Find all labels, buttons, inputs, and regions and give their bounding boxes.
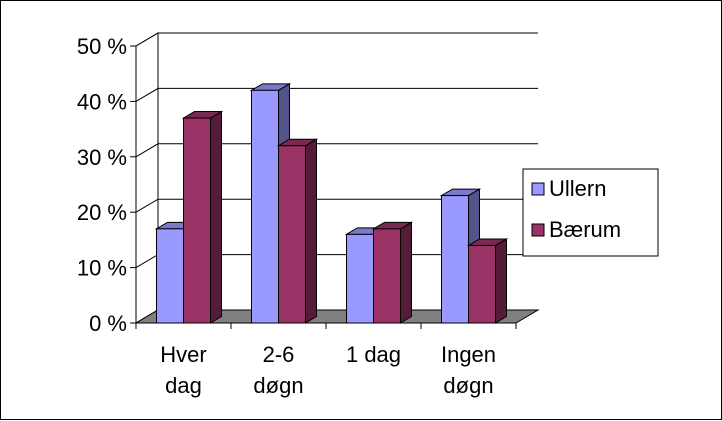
bar-front [251,89,279,324]
y-tick-label: 0 % [89,311,127,336]
y-tick-label: 50 % [77,34,127,59]
x-tick-label: 2-6 døgn [253,342,303,398]
bar-front [156,228,184,324]
x-tick-label: Ingen døgn [441,342,496,398]
side-wall [135,32,159,324]
bar [181,110,224,324]
bar-side [210,110,222,324]
bar-front [346,233,374,324]
gridline [135,32,538,47]
bar [466,238,509,324]
bar-side [400,221,412,324]
gridline [135,143,538,158]
bar-front [441,195,469,324]
gridline [135,87,538,102]
bar-front [278,145,306,324]
bar-side [495,238,507,324]
bar [371,221,414,324]
x-tick-label: 1 dag [346,342,401,367]
y-tick-label: 10 % [77,256,127,281]
legend-swatch [531,223,545,237]
legend-box [522,168,659,257]
bar-front [468,244,496,324]
legend-label: Bærum [549,217,621,242]
bar [276,138,319,324]
legend-label: Ullern [549,176,606,201]
bar-front [373,228,401,324]
y-tick-label: 30 % [77,145,127,170]
gridline [135,198,538,213]
legend-swatch [531,182,545,196]
bar-side [305,138,317,324]
bar-front [183,117,211,324]
y-tick-label: 20 % [77,200,127,225]
y-tick-label: 40 % [77,89,127,114]
x-tick-label: Hver dag [160,342,206,398]
